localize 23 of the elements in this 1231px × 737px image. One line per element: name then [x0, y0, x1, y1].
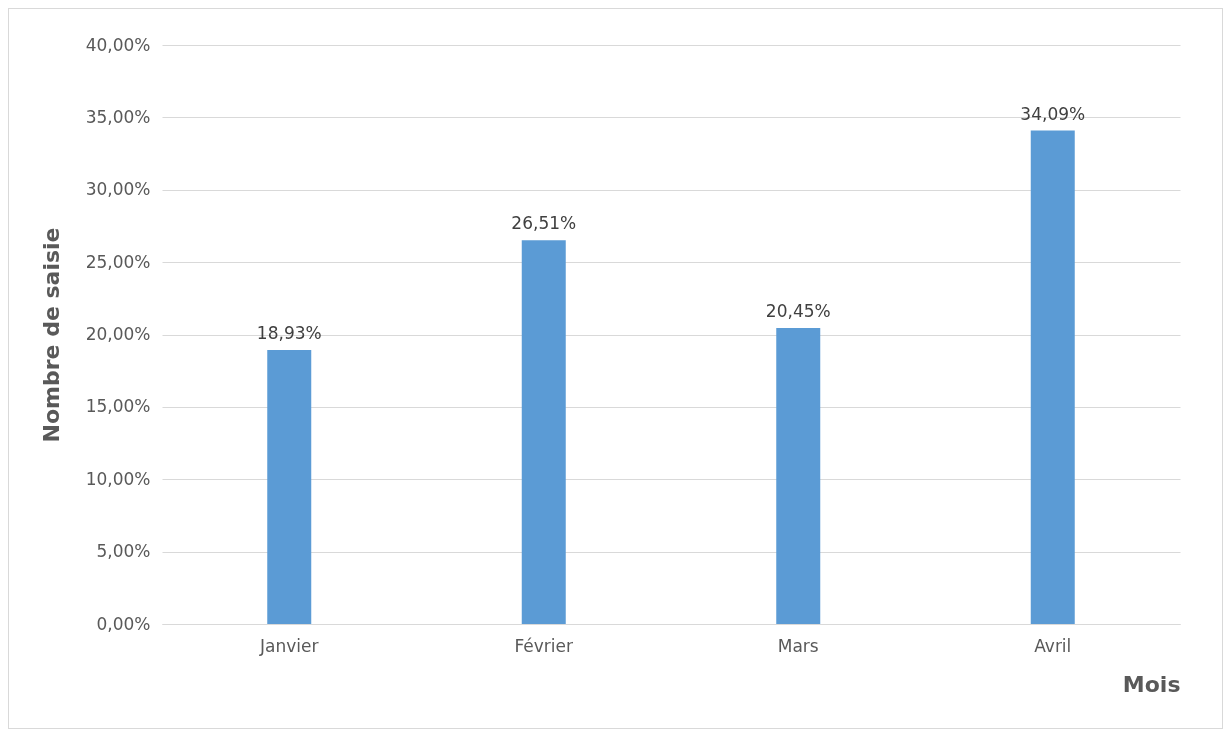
x-tick-label: Avril	[1034, 635, 1072, 656]
y-tick-label: 25,00%	[85, 251, 151, 272]
y-tick-label: 35,00%	[85, 106, 151, 127]
y-tick-label: 40,00%	[85, 34, 151, 55]
data-label: 34,09%	[1020, 103, 1086, 124]
x-axis-title: Mois	[1122, 671, 1181, 697]
x-tick-label: Janvier	[259, 635, 319, 656]
bar	[776, 327, 821, 624]
y-tick-label: 5,00%	[96, 541, 151, 562]
bar	[1030, 130, 1075, 624]
bar	[521, 240, 566, 624]
y-tick-label: 10,00%	[85, 468, 151, 489]
data-label: 18,93%	[256, 322, 322, 343]
y-tick-label: 20,00%	[85, 324, 151, 344]
bar	[267, 349, 312, 624]
x-tick-label: Février	[514, 635, 574, 656]
y-tick-label: 15,00%	[85, 396, 151, 417]
data-label: 26,51%	[511, 213, 577, 234]
y-tick-label: 0,00%	[96, 613, 151, 634]
data-label: 20,45%	[765, 300, 831, 321]
x-tick-label: Mars	[777, 635, 819, 656]
y-tick-label: 30,00%	[85, 179, 151, 200]
y-axis-title: Nombre de saisie	[38, 227, 64, 443]
